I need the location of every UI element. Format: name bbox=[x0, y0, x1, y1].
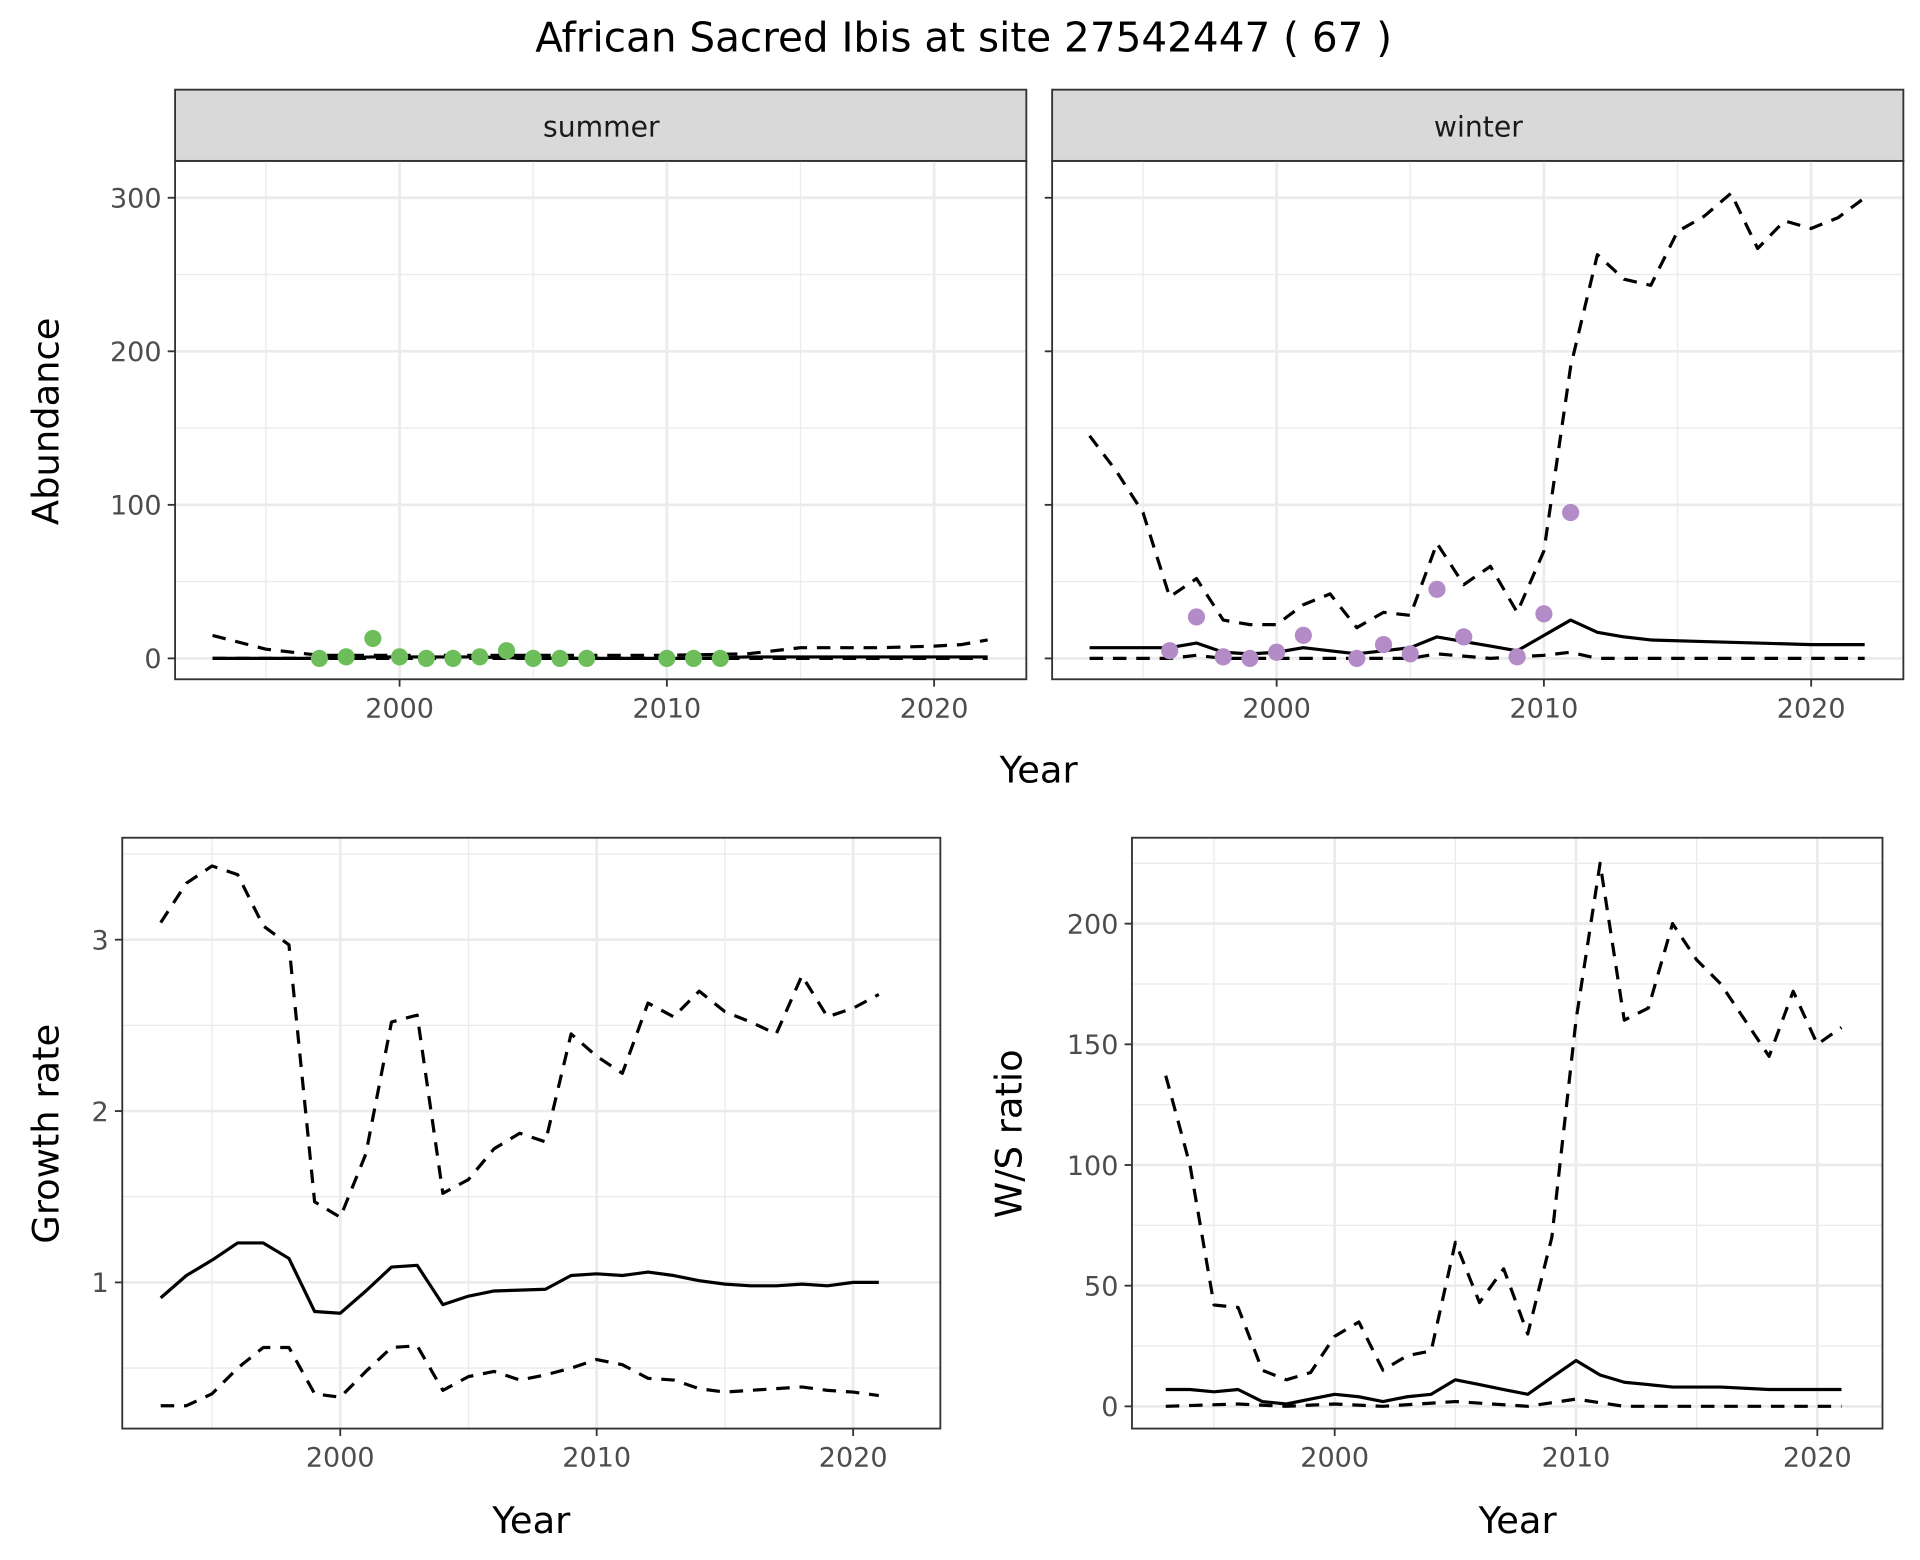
y-tick-label: 200 bbox=[1067, 909, 1119, 940]
x-tick-label: 2000 bbox=[1242, 693, 1311, 724]
data-point bbox=[1294, 626, 1312, 644]
strip-label-winter: winter bbox=[1434, 110, 1523, 143]
data-point bbox=[1187, 608, 1206, 626]
data-point bbox=[1428, 580, 1446, 598]
x-tick-label: 2010 bbox=[632, 693, 701, 724]
y-axis-label-abundance: Abundance bbox=[24, 318, 67, 526]
panel-background bbox=[1131, 837, 1883, 1429]
data-point bbox=[658, 649, 676, 667]
y-tick-label: 100 bbox=[110, 491, 162, 522]
data-point bbox=[524, 649, 542, 667]
data-point bbox=[337, 648, 355, 666]
data-point bbox=[364, 629, 382, 648]
data-point bbox=[417, 649, 435, 667]
upper-bound-line bbox=[1164, 861, 1843, 1382]
x-tick-label: 2020 bbox=[1783, 1443, 1852, 1474]
x-tick-label: 2000 bbox=[306, 1443, 375, 1474]
lower-bound-line bbox=[1089, 650, 1865, 660]
data-point bbox=[1508, 648, 1526, 666]
data-point bbox=[1268, 643, 1286, 661]
panel-background bbox=[175, 160, 1027, 680]
upper-bound-line bbox=[212, 633, 988, 657]
data-point bbox=[1535, 605, 1553, 623]
data-point bbox=[1374, 635, 1393, 654]
x-tick-label: 2020 bbox=[819, 1443, 888, 1474]
data-point bbox=[711, 649, 729, 667]
panel-border bbox=[121, 836, 942, 1430]
x-tick-label: 2010 bbox=[1542, 1443, 1611, 1474]
data-point bbox=[390, 648, 409, 666]
x-axis-label-growth: Year bbox=[491, 1499, 571, 1542]
data-point bbox=[497, 642, 516, 660]
panel-background bbox=[1052, 160, 1904, 680]
panel-background bbox=[122, 837, 941, 1429]
y-tick-label: 200 bbox=[110, 337, 162, 368]
data-point bbox=[471, 648, 489, 666]
panel-border bbox=[1131, 836, 1884, 1430]
mean-line bbox=[159, 1241, 879, 1315]
y-tick-label: 150 bbox=[1067, 1030, 1119, 1061]
x-tick-label: 2020 bbox=[900, 693, 969, 724]
panel-border bbox=[1051, 159, 1905, 681]
y-tick-label: 300 bbox=[110, 184, 162, 215]
y-tick-label: 0 bbox=[1101, 1392, 1118, 1423]
x-axis-label-ws: Year bbox=[1478, 1499, 1558, 1542]
data-point bbox=[1401, 645, 1419, 663]
mean-line bbox=[1165, 1358, 1842, 1406]
lower-bound-line bbox=[1165, 1397, 1842, 1408]
facet-strip bbox=[1051, 88, 1905, 162]
y-tick-label: 100 bbox=[1067, 1151, 1119, 1182]
x-tick-label: 2010 bbox=[562, 1443, 631, 1474]
chart-title: African Sacred Ibis at site 27542447 ( 6… bbox=[535, 14, 1392, 62]
upper-bound-line bbox=[1088, 191, 1866, 630]
x-tick-label: 2020 bbox=[1777, 693, 1846, 724]
data-point bbox=[1348, 649, 1366, 667]
data-point bbox=[551, 649, 569, 667]
lower-bound-line bbox=[160, 1344, 880, 1408]
x-axis-label-top: Year bbox=[999, 748, 1079, 791]
y-axis-label-ws: W/S ratio bbox=[987, 1049, 1030, 1218]
x-tick-label: 2010 bbox=[1510, 693, 1579, 724]
x-tick-label: 2000 bbox=[365, 693, 434, 724]
y-tick-label: 0 bbox=[144, 644, 161, 675]
upper-bound-line bbox=[159, 864, 880, 1219]
x-tick-label: 2000 bbox=[1300, 1443, 1369, 1474]
data-point bbox=[310, 649, 329, 667]
data-point bbox=[684, 649, 703, 667]
data-point bbox=[1562, 503, 1580, 522]
panel-border bbox=[174, 159, 1028, 681]
y-tick-label: 3 bbox=[92, 926, 109, 957]
data-point bbox=[1455, 628, 1473, 646]
data-point bbox=[1241, 649, 1259, 667]
y-tick-label: 1 bbox=[92, 1268, 109, 1299]
mean-line bbox=[1089, 618, 1865, 656]
data-point bbox=[444, 649, 462, 667]
data-point bbox=[1161, 642, 1179, 660]
y-tick-label: 50 bbox=[1084, 1272, 1118, 1303]
data-point bbox=[578, 649, 596, 667]
y-tick-label: 2 bbox=[92, 1097, 109, 1128]
facet-strip bbox=[174, 88, 1028, 162]
data-point bbox=[1214, 648, 1232, 666]
y-axis-label-growth: Growth rate bbox=[24, 1024, 67, 1244]
strip-label-summer: summer bbox=[543, 110, 660, 143]
